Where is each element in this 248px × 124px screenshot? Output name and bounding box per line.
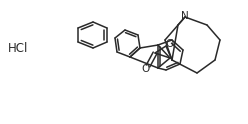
Text: O: O bbox=[166, 39, 174, 49]
Text: N: N bbox=[181, 11, 189, 21]
Text: HCl: HCl bbox=[8, 43, 28, 56]
Text: O: O bbox=[141, 64, 149, 74]
